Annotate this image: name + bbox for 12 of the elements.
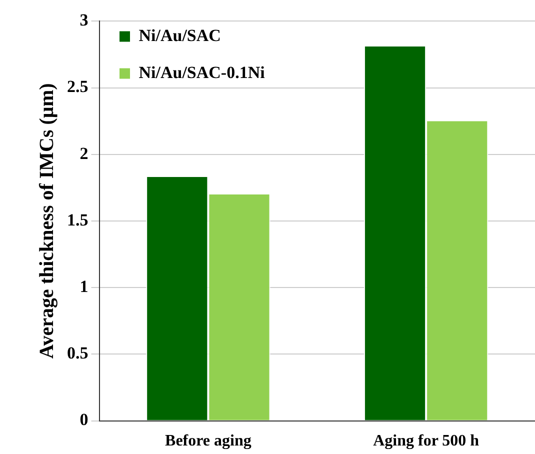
y-tick-label: 1 <box>80 276 88 296</box>
y-tick-label: 0 <box>80 410 88 430</box>
legend-label: Ni/Au/SAC <box>138 26 221 45</box>
y-axis-title: Average thickness of IMCs (µm) <box>36 83 58 359</box>
y-tick-label: 1.5 <box>67 210 88 230</box>
y-tick-label: 3 <box>80 10 88 30</box>
legend-label: Ni/Au/SAC-0.1Ni <box>138 62 266 82</box>
y-tick-label: 0.5 <box>67 344 88 363</box>
x-tick-label: Aging for 500 h <box>373 432 480 450</box>
y-tick-label: 2.5 <box>67 77 88 96</box>
x-tick-label: Before aging <box>165 432 252 450</box>
y-tick-label: 2 <box>80 144 88 163</box>
